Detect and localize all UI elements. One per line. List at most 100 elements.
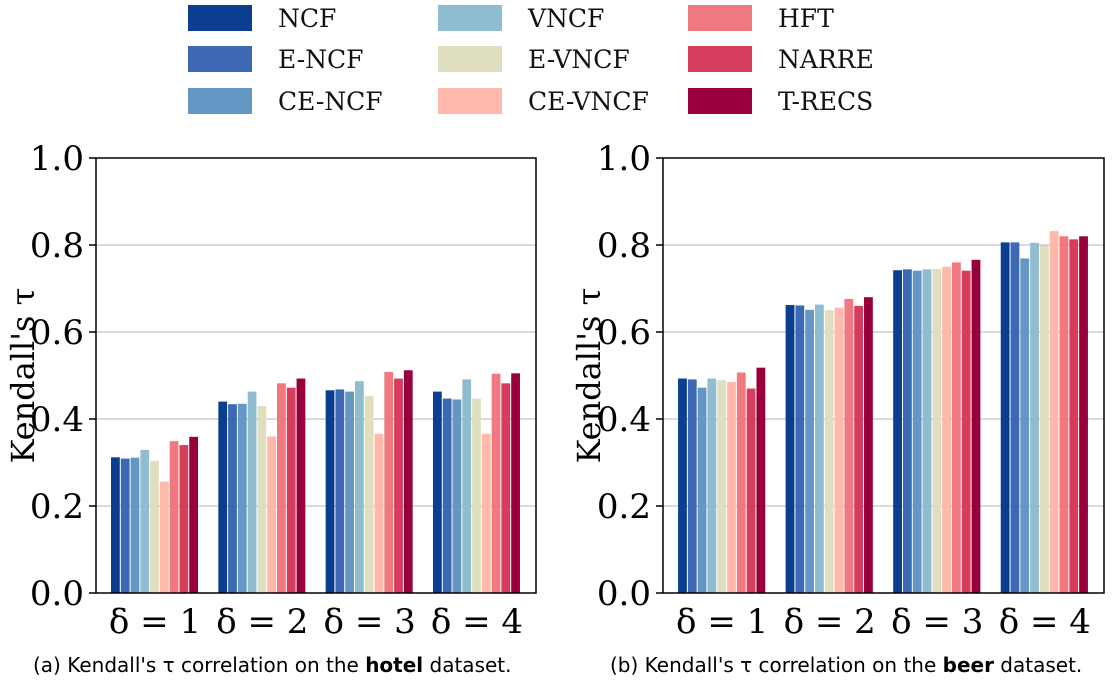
caption-dataset: beer	[943, 653, 994, 677]
legend-item: NCF	[188, 4, 336, 33]
bar-narre	[1069, 239, 1079, 593]
bar-hft	[384, 372, 394, 593]
bar-narre	[501, 383, 511, 593]
hotel-chart: 0.0 0.2 0.4 0.6 0.8 1.0 δ = 1 δ = 2 δ = 3 δ = 4 Ke…	[4, 139, 537, 677]
beer-chart: 0.0 0.2 0.4 0.6 0.8 1.0 δ = 1 δ = 2 δ = 3 δ = 4 Ke…	[570, 139, 1105, 677]
legend-item: CE-NCF	[188, 87, 383, 116]
bar-ce-ncf	[237, 403, 247, 593]
bar-hft	[951, 262, 961, 593]
legend-swatch	[438, 88, 502, 114]
y-tick-label: 0.0	[597, 574, 651, 614]
legend-swatch	[188, 5, 252, 31]
bar-vncf	[707, 378, 717, 593]
x-tick-label: δ = 2	[216, 602, 308, 642]
bar-narre	[179, 445, 189, 593]
bar-ce-vncf	[159, 481, 169, 593]
legend-item: CE-VNCF	[438, 87, 649, 116]
bar-ce-vncf	[727, 382, 736, 593]
legend-swatch	[188, 88, 252, 114]
bar-e-ncf	[442, 398, 452, 593]
legend-swatch	[188, 46, 252, 72]
bar-ce-ncf	[130, 457, 140, 593]
legend-swatch	[688, 46, 752, 72]
y-tick-label: 0.4	[30, 400, 84, 440]
x-tick-label: δ = 3	[891, 602, 983, 642]
bar-ce-vncf	[481, 433, 491, 593]
bar-e-ncf	[335, 389, 345, 593]
plot-frame	[95, 157, 537, 594]
y-tick-label: 0.6	[597, 313, 651, 353]
bar-t-recs	[189, 436, 199, 593]
bar-vncf	[247, 391, 257, 593]
bar-t-recs	[1079, 236, 1088, 594]
legend-swatch	[688, 88, 752, 114]
caption-prefix: (b) Kendall's τ correlation on the	[610, 653, 943, 677]
bar-ce-vncf	[267, 436, 277, 593]
y-tick-label: 0.2	[597, 487, 651, 527]
y-tick-label: 0.8	[597, 226, 651, 266]
legend-item: NARRE	[688, 45, 874, 74]
legend-label: NCF	[278, 4, 336, 33]
bar-e-vncf	[1039, 245, 1049, 593]
caption-suffix: dataset.	[994, 653, 1082, 677]
legend-label: CE-NCF	[278, 87, 383, 116]
legend-label: T-RECS	[778, 87, 873, 116]
bar-ce-ncf	[1020, 258, 1030, 593]
bar-t-recs	[864, 297, 873, 593]
bar-e-ncf	[1010, 242, 1020, 593]
legend-swatch	[688, 5, 752, 31]
bar-ce-ncf	[912, 270, 922, 593]
legend-label: NARRE	[778, 45, 874, 74]
bar-ncf	[785, 305, 795, 593]
bar-ncf	[111, 457, 120, 593]
bar-narre	[854, 305, 864, 593]
bar-t-recs	[756, 367, 766, 593]
x-tick-label: δ = 1	[109, 602, 201, 642]
bar-e-vncf	[257, 405, 267, 593]
caption: (a) Kendall's τ correlation on the hotel…	[33, 653, 512, 677]
bar-ncf	[1000, 242, 1010, 593]
legend-item: T-RECS	[688, 87, 873, 116]
bar-e-vncf	[472, 398, 481, 593]
bar-ncf	[325, 390, 335, 593]
bar-e-vncf	[932, 268, 942, 593]
plot-frame	[662, 157, 1105, 594]
y-axis-label: Kendall's τ	[4, 288, 42, 464]
legend-item: HFT	[688, 4, 834, 33]
caption-dataset: hotel	[365, 653, 423, 677]
bar-e-ncf	[228, 404, 237, 593]
legend-label: E-NCF	[278, 45, 364, 74]
legend-label: E-VNCF	[528, 45, 630, 74]
bar-hft	[491, 373, 501, 593]
bar-ce-vncf	[834, 307, 844, 593]
legend-label: HFT	[778, 4, 834, 33]
bar-vncf	[354, 381, 364, 593]
x-tick-label: δ = 2	[784, 602, 876, 642]
bar-ncf	[218, 401, 228, 593]
bar-vncf	[462, 379, 472, 593]
bar-t-recs	[296, 378, 306, 593]
y-axis-label: Kendall's τ	[570, 288, 608, 464]
bar-e-ncf	[120, 458, 130, 593]
bar-ce-vncf	[374, 433, 384, 593]
legend-label: CE-VNCF	[528, 87, 649, 116]
bar-narre	[746, 388, 756, 593]
bar-vncf	[815, 304, 824, 593]
bar-vncf	[922, 269, 932, 593]
caption-suffix: dataset.	[423, 653, 511, 677]
y-tick-label: 0.2	[30, 487, 84, 527]
x-tick-label: δ = 1	[676, 602, 768, 642]
x-tick-label: δ = 4	[999, 602, 1091, 642]
legend-item: E-NCF	[188, 45, 364, 74]
bar-hft	[844, 298, 854, 593]
bar-ce-ncf	[805, 309, 815, 593]
x-tick-label: δ = 4	[431, 602, 523, 642]
bar-hft	[1059, 236, 1069, 594]
bar-ce-vncf	[942, 266, 951, 593]
bar-e-vncf	[150, 460, 159, 593]
bar-hft	[736, 372, 746, 593]
bar-ce-vncf	[1049, 231, 1059, 593]
bar-vncf	[140, 449, 150, 593]
bar-ncf	[678, 378, 687, 593]
